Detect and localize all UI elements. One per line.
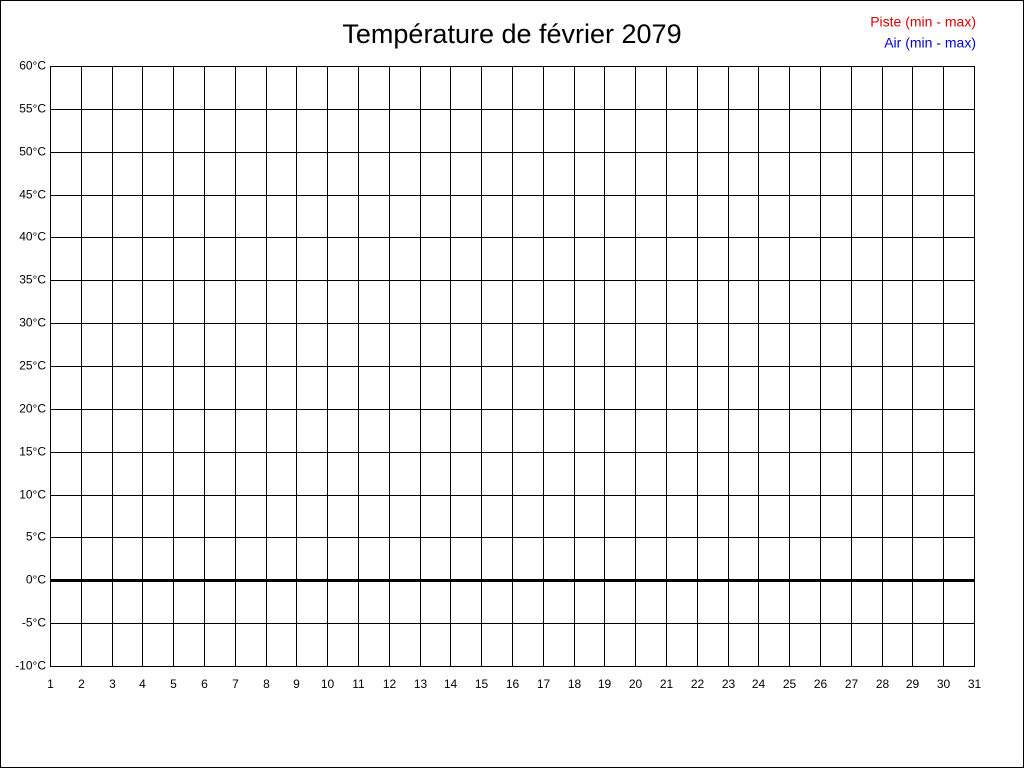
y-tick-label: 5°C: [26, 530, 46, 544]
legend-entry: Air (min - max): [884, 35, 976, 51]
x-tick-label: 25: [783, 677, 797, 691]
x-tick-label: 24: [752, 677, 766, 691]
x-tick-label: 7: [232, 677, 239, 691]
y-tick-label: 55°C: [19, 102, 46, 116]
x-tick-label: 16: [506, 677, 520, 691]
x-tick-label: 2: [78, 677, 85, 691]
y-tick-label: 10°C: [19, 488, 46, 502]
x-tick-label: 21: [660, 677, 674, 691]
legend-entry: Piste (min - max): [870, 14, 976, 30]
x-tick-label: 19: [598, 677, 612, 691]
y-tick-label: 25°C: [19, 359, 46, 373]
x-tick-label: 14: [444, 677, 458, 691]
y-tick-label: 50°C: [19, 145, 46, 159]
x-tick-label: 27: [845, 677, 859, 691]
x-tick-label: 26: [814, 677, 828, 691]
x-tick-label: 22: [691, 677, 705, 691]
x-tick-label: 12: [383, 677, 397, 691]
y-tick-label: 20°C: [19, 402, 46, 416]
x-tick-label: 10: [321, 677, 335, 691]
x-tick-label: 9: [293, 677, 300, 691]
x-tick-label: 15: [475, 677, 489, 691]
x-tick-label: 13: [414, 677, 428, 691]
y-tick-label: 35°C: [19, 273, 46, 287]
y-tick-label: 60°C: [19, 59, 46, 73]
x-tick-label: 8: [263, 677, 270, 691]
y-tick-label: 0°C: [26, 573, 46, 587]
x-tick-label: 23: [722, 677, 736, 691]
x-tick-label: 31: [968, 677, 982, 691]
x-tick-label: 17: [537, 677, 551, 691]
x-tick-label: 28: [876, 677, 890, 691]
x-tick-label: 20: [629, 677, 643, 691]
x-tick-label: 6: [201, 677, 208, 691]
y-tick-label: 45°C: [19, 188, 46, 202]
y-tick-label: -10°C: [15, 659, 46, 673]
y-tick-label: -5°C: [22, 616, 46, 630]
x-tick-label: 29: [906, 677, 920, 691]
y-tick-label: 30°C: [19, 316, 46, 330]
x-tick-label: 5: [170, 677, 177, 691]
y-tick-label: 40°C: [19, 230, 46, 244]
y-tick-label: 15°C: [19, 445, 46, 459]
x-tick-label: 1: [47, 677, 54, 691]
x-tick-label: 4: [139, 677, 146, 691]
x-tick-label: 30: [937, 677, 951, 691]
x-tick-label: 18: [568, 677, 582, 691]
x-tick-label: 11: [352, 677, 365, 691]
x-tick-label: 3: [109, 677, 116, 691]
chart-title: Température de février 2079: [342, 19, 681, 49]
